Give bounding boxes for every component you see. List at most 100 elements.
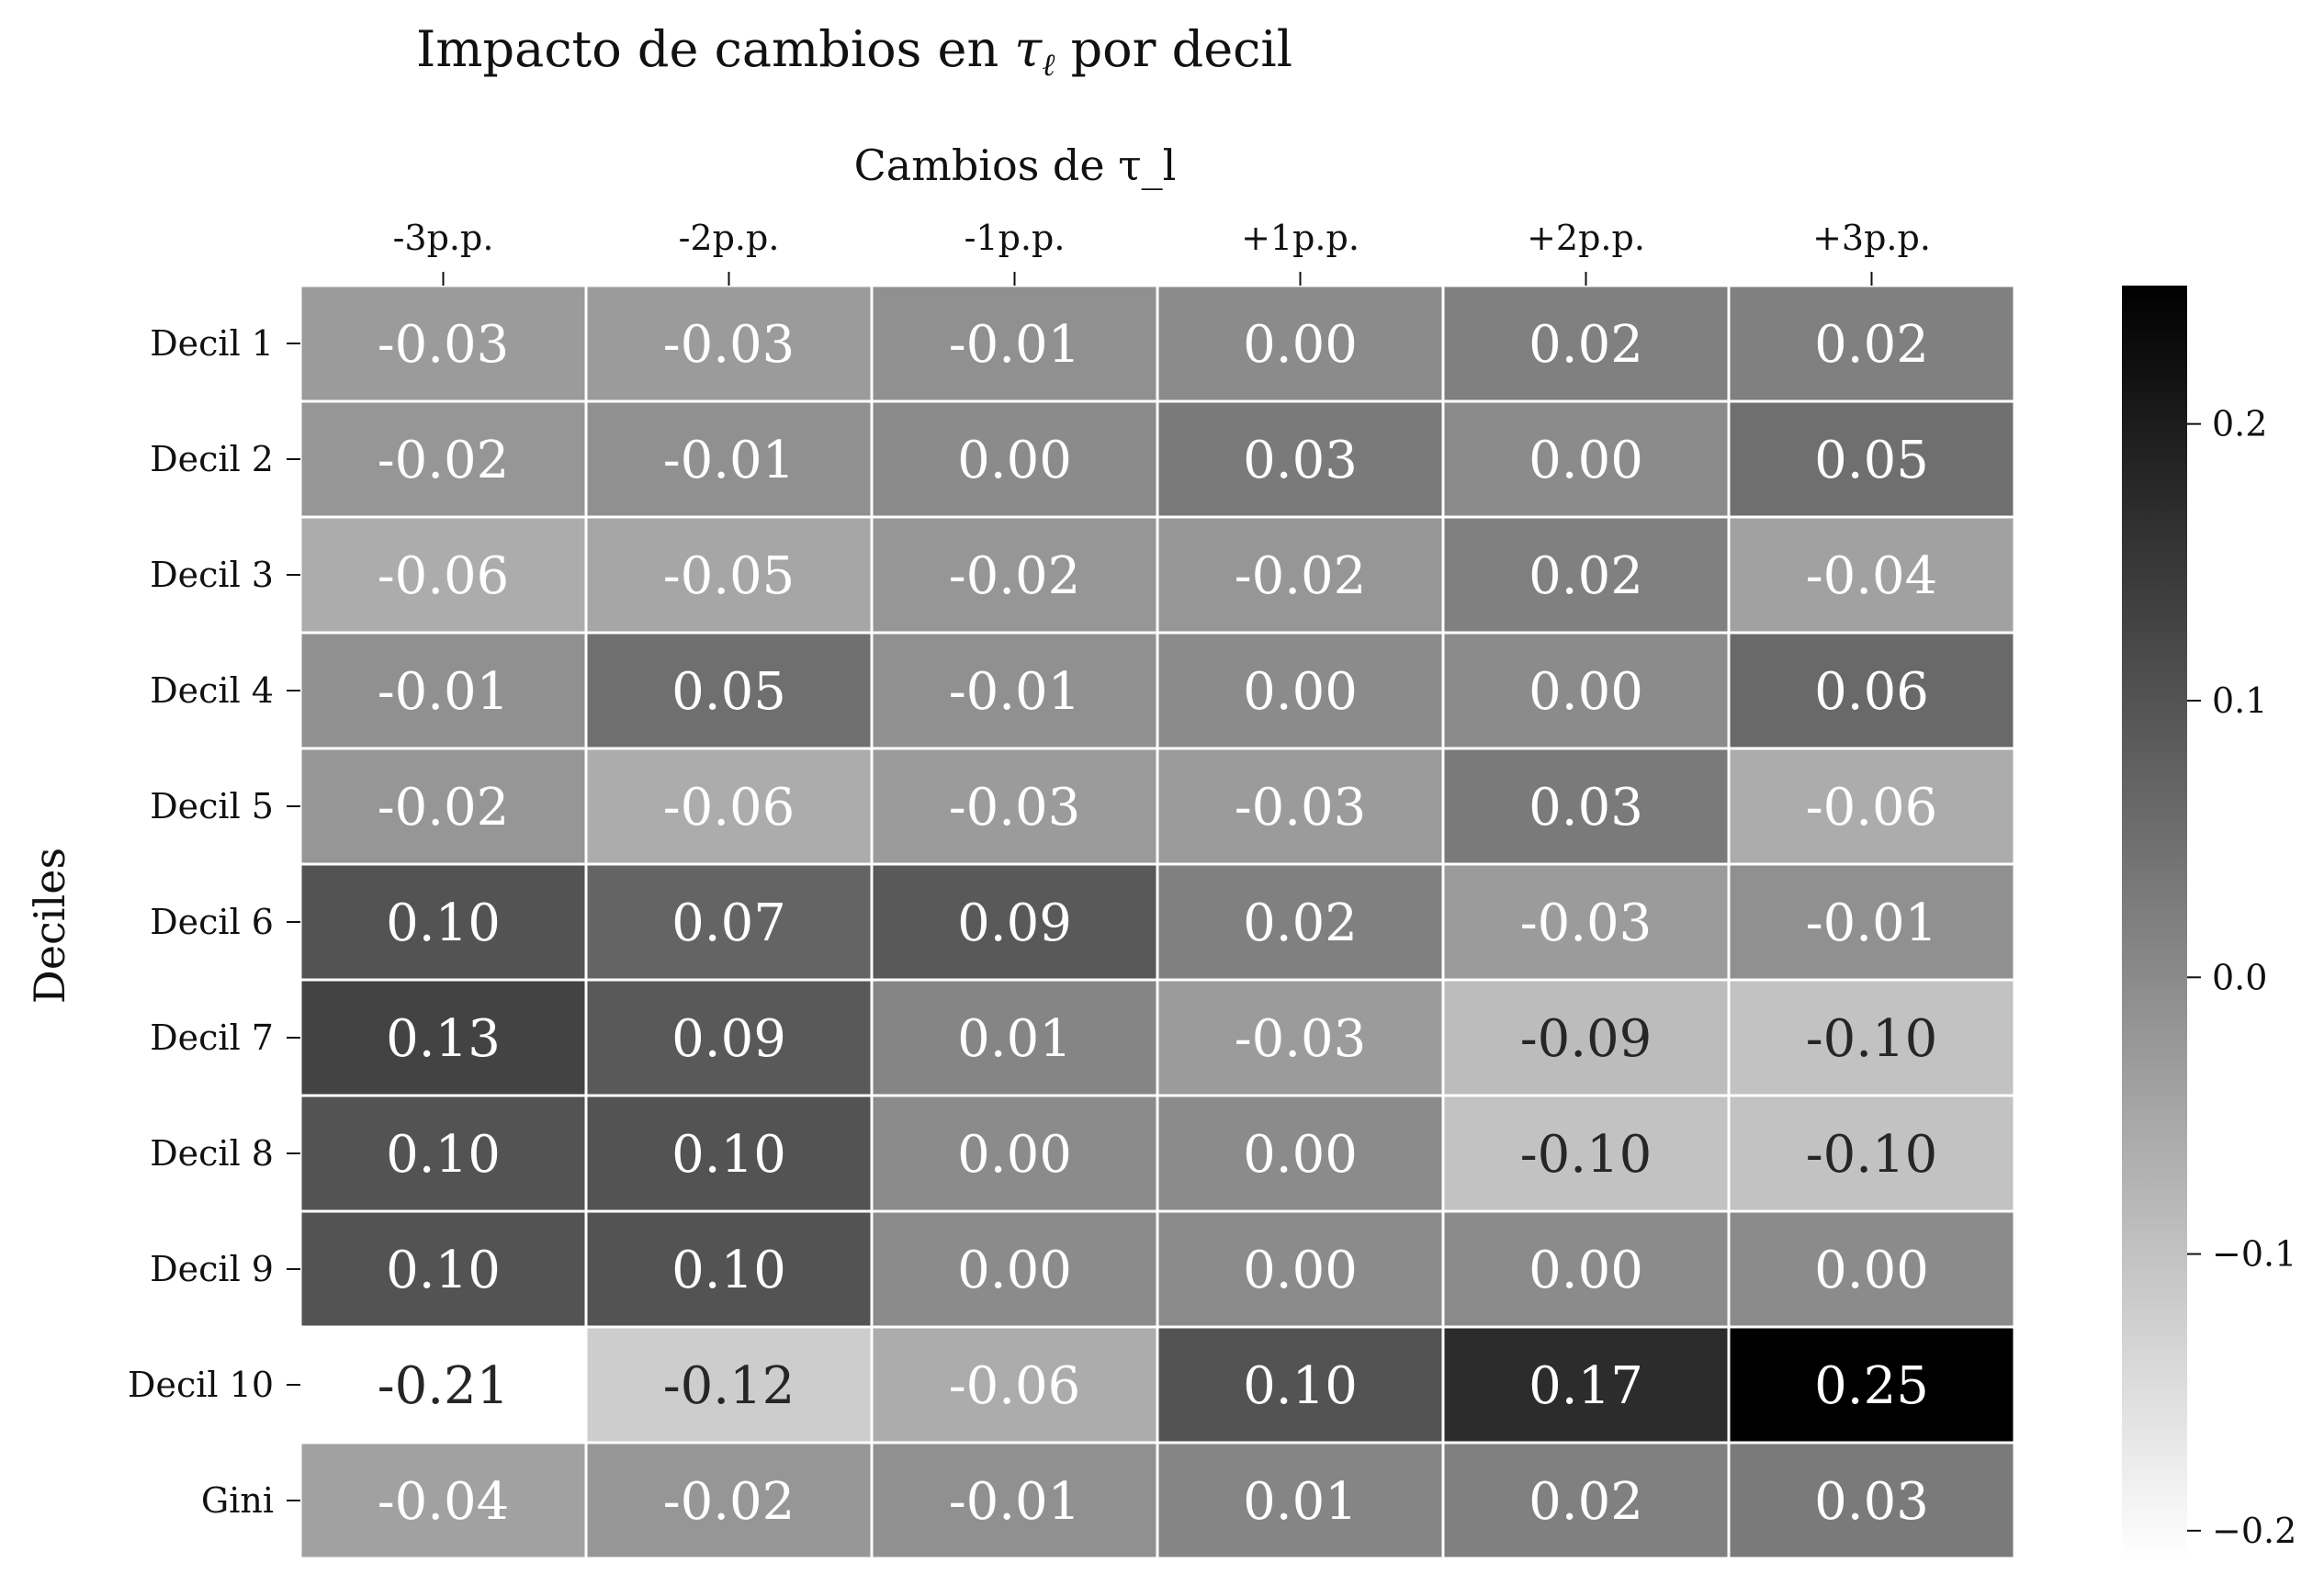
cell-value-label: -0.02 (378, 431, 510, 490)
cell-value-label: 0.01 (957, 1009, 1072, 1069)
heatmap-cell (870, 1094, 1159, 1213)
chart-title-subscript: ℓ (1042, 47, 1055, 84)
cell-value-label: 0.10 (386, 1125, 501, 1185)
cell-value-label: -0.06 (949, 1356, 1081, 1416)
cell-value-label: 0.00 (1243, 1241, 1358, 1300)
heatmap-cell (1156, 978, 1445, 1097)
cell-value-label: 0.01 (1243, 1472, 1358, 1532)
heatmap-cell (1441, 515, 1731, 635)
cell-value-label: 0.00 (1814, 1241, 1929, 1300)
heatmap-cell (870, 1209, 1159, 1329)
cell-value-label: 0.02 (1529, 546, 1643, 606)
cell-value-label: 0.10 (671, 1241, 786, 1300)
cell-value-label: 0.07 (671, 894, 786, 953)
heatmap-cell (299, 978, 588, 1097)
chart-title: Impacto de cambios en τℓ por decil (416, 20, 1292, 84)
x-tick-label: +3p.p. (1812, 218, 1931, 258)
cell-value-label: -0.03 (1235, 1009, 1367, 1069)
cell-value-label: -0.02 (663, 1472, 795, 1532)
cell-value-label: -0.10 (1806, 1009, 1938, 1069)
cell-value-label: -0.01 (949, 1472, 1081, 1532)
heatmap-cell (584, 399, 874, 519)
cell-value-label: 0.10 (1243, 1356, 1358, 1416)
colorbar-tick-label: 0.0 (2212, 957, 2267, 997)
heatmap-cell (1156, 747, 1445, 866)
cell-value-label: 0.00 (957, 1241, 1072, 1300)
heatmap-cell (584, 515, 874, 635)
cell-value-label: -0.01 (378, 662, 510, 722)
cell-value-label: 0.17 (1529, 1356, 1643, 1416)
heatmap-cell (299, 1441, 588, 1560)
heatmap-cell (299, 747, 588, 866)
cell-value-label: 0.09 (957, 894, 1072, 953)
heatmap-cell (1441, 631, 1731, 750)
y-tick-label: Decil 1 (150, 323, 274, 364)
y-tick-label: Decil 9 (150, 1249, 274, 1289)
y-axis-ticks: Decil 1 Decil 2 Decil 3 Decil 4 Decil 5 Decil… (128, 323, 300, 1521)
x-tick-label: -3p.p. (393, 218, 494, 258)
x-tick-label: -2p.p. (679, 218, 780, 258)
x-tick-label: +2p.p. (1527, 218, 1645, 258)
cell-value-label: 0.03 (1243, 431, 1358, 490)
cell-value-label: 0.03 (1529, 778, 1643, 837)
cell-value-label: 0.10 (671, 1125, 786, 1185)
cell-value-label: -0.01 (1806, 894, 1938, 953)
heatmap-cell (1727, 631, 2016, 750)
cell-value-label: -0.03 (949, 778, 1081, 837)
heatmap-cell (1441, 1325, 1731, 1444)
cell-value-label: -0.21 (378, 1356, 510, 1416)
cell-value-label: 0.00 (1243, 315, 1358, 375)
cell-value-label: -0.04 (1806, 546, 1938, 606)
cell-value-label: -0.01 (663, 431, 795, 490)
colorbar-tick-label: −0.2 (2212, 1511, 2296, 1551)
cell-value-label: -0.03 (1520, 894, 1653, 953)
heatmap-cell (1156, 1441, 1445, 1560)
heatmap-cell (1727, 978, 2016, 1097)
y-tick-label: Decil 6 (150, 902, 274, 942)
heatmap-cell (584, 631, 874, 750)
colorbar-tick-label: 0.2 (2212, 404, 2267, 444)
heatmap-cell (1441, 747, 1731, 866)
heatmap-cell (870, 747, 1159, 866)
heatmap-cell (584, 284, 874, 403)
cell-value-label: 0.00 (1243, 1125, 1358, 1185)
heatmap-cell (584, 1441, 874, 1560)
cell-value-label: 0.09 (671, 1009, 786, 1069)
cell-value-label: -0.03 (378, 315, 510, 375)
heatmap-cell (584, 1209, 874, 1329)
y-tick-label: Decil 10 (128, 1365, 274, 1405)
cell-value-label: 0.10 (386, 1241, 501, 1300)
heatmap-cell (870, 978, 1159, 1097)
cell-value-label: 0.00 (957, 431, 1072, 490)
cell-value-label: -0.04 (378, 1472, 510, 1532)
heatmap-cell (1727, 1441, 2016, 1560)
cell-value-label: -0.06 (1806, 778, 1938, 837)
cell-value-label: 0.13 (386, 1009, 501, 1069)
heatmap-cell (1156, 399, 1445, 519)
colorbar-tick-label: −0.1 (2212, 1234, 2296, 1275)
cell-value-label: -0.02 (949, 546, 1081, 606)
cell-value-label: 0.03 (1814, 1472, 1929, 1532)
cell-value-label: 0.02 (1814, 315, 1929, 375)
x-axis-ticks: -3p.p. -2p.p. -1p.p. +1p.p. +2p.p. +3p.p. (393, 218, 1931, 286)
x-tick-label: -1p.p. (965, 218, 1066, 258)
cell-value-label: -0.02 (378, 778, 510, 837)
heatmap-cell (1727, 399, 2016, 519)
cell-value-label: -0.01 (949, 662, 1081, 722)
heatmap-cell (1156, 631, 1445, 750)
heatmap-cell (1441, 1209, 1731, 1329)
y-axis-title: Deciles (25, 848, 74, 1004)
cell-value-label: -0.02 (1235, 546, 1367, 606)
heatmap-cell (299, 1094, 588, 1213)
heatmap-cell (299, 862, 588, 982)
cell-value-label: -0.01 (949, 315, 1081, 375)
y-tick-label: Decil 7 (150, 1017, 274, 1058)
heatmap-cell (1727, 515, 2016, 635)
heatmap-cells: -0.03 -0.03 -0.01 0.00 0.02 0.02 -0.02 -0.01 0.0… (299, 284, 2016, 1560)
chart-title-suffix: por decil (1055, 20, 1292, 78)
heatmap-cell (1727, 284, 2016, 403)
cell-value-label: -0.10 (1806, 1125, 1938, 1185)
cell-value-label: 0.00 (1529, 431, 1643, 490)
cell-value-label: -0.03 (1235, 778, 1367, 837)
